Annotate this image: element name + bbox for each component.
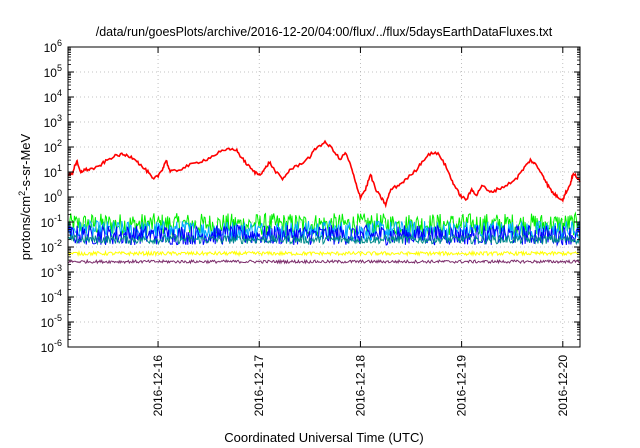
series-line-noisy <box>67 249 581 258</box>
y-tick-label: 10-4 <box>41 288 62 305</box>
y-tick-label: 106 <box>44 38 62 55</box>
x-axis-title: Coordinated Universal Time (UTC) <box>224 430 423 445</box>
y-tick-label: 100 <box>44 188 62 205</box>
series-line-noisy <box>67 223 581 247</box>
x-tick-label: 2016-12-20 <box>556 355 570 417</box>
x-tick-label: 2016-12-17 <box>252 355 266 417</box>
y-axis-title-rest: -s-sr-MeV <box>18 133 33 190</box>
x-tick-label: 2016-12-19 <box>455 355 469 417</box>
y-tick-label: 105 <box>44 63 62 80</box>
grid-lines <box>68 47 580 347</box>
y-tick-label: 104 <box>44 88 62 105</box>
series-line-noisy <box>67 258 581 265</box>
series-line-smooth <box>68 139 581 209</box>
x-tick-label: 2016-12-18 <box>353 355 367 417</box>
series-group <box>67 139 581 265</box>
y-axis-title-sup: 2 <box>17 191 27 196</box>
y-tick-label: 10-1 <box>41 213 62 230</box>
y-tick-label: 10-5 <box>41 313 62 330</box>
y-tick-label: 101 <box>44 163 62 180</box>
series-line-noisy <box>67 211 581 238</box>
y-tick-label: 10-6 <box>41 338 62 355</box>
y-axis-title-main: protons/cm <box>18 196 33 260</box>
series-line-noisy <box>67 233 581 246</box>
x-axis-ticks: 2016-12-16 2016-12-17 2016-12-18 2016-12-19… <box>151 47 570 416</box>
x-tick-label: 2016-12-16 <box>151 355 165 417</box>
y-tick-label: 10-2 <box>41 238 62 255</box>
y-axis-title: protons/cm2-s-sr-MeV <box>17 133 33 260</box>
y-tick-label: 10-3 <box>41 263 62 280</box>
y-axis-ticks: 10-6 10-5 10-4 10-3 10-2 10-1 100 101 102 103 104 1… <box>41 38 580 355</box>
chart-title: /data/run/goesPlots/archive/2016-12-20/0… <box>96 25 553 39</box>
y-tick-label: 102 <box>44 138 62 155</box>
y-tick-label: 103 <box>44 113 62 130</box>
